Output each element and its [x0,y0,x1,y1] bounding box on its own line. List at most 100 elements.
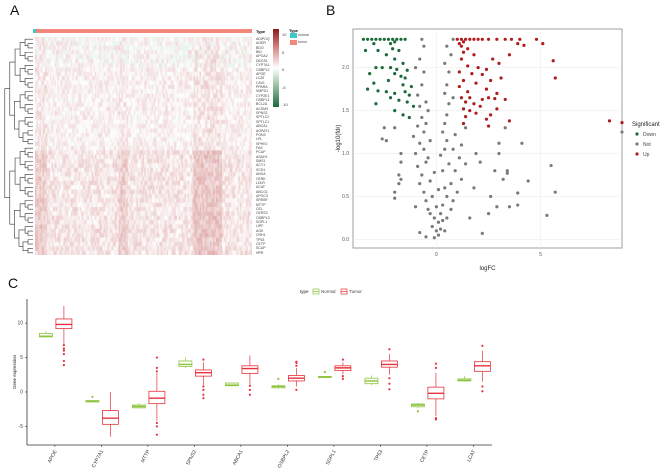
point-up [495,37,499,41]
row-label: ASAH1 [256,154,268,159]
dendrogram-branch [27,230,33,236]
x-tick-label: LCAT [466,449,477,463]
point-up [457,70,461,74]
point-not [422,44,426,48]
dendrogram-branch [19,68,26,82]
point-up [509,37,514,41]
point-not [424,160,428,164]
point-down [386,37,391,41]
point-not [424,100,428,104]
box-outlier [155,366,158,369]
box-outlier [434,362,437,365]
point-down [380,66,384,70]
point-not [428,212,432,216]
point-not [418,57,422,61]
point-not [457,156,461,160]
point-up [507,53,511,57]
box-outlier [62,349,65,352]
point-not [426,108,430,113]
point-not [441,203,445,207]
x-tick-label: CYP7A1 [91,449,105,469]
dendrogram-branch [24,104,33,112]
legend-title: type [300,289,309,294]
point-up [461,40,466,44]
point-not [438,153,443,157]
box-outlier [62,347,65,350]
point-up [495,107,499,111]
dendrogram-branch [9,170,16,225]
row-label: LPL [256,137,263,142]
point-not [516,191,520,195]
x-tick-label: SGPL1 [325,449,338,466]
box-outlier [481,344,484,347]
annotation-normal-bar [33,29,36,33]
row-label: BID [256,50,262,55]
point-not [486,212,491,216]
legend-normal-label: normal [298,33,309,37]
point-not [474,151,478,156]
point-up [466,47,470,51]
point-not [451,96,455,100]
point-up [507,119,511,123]
box-outlier [202,393,205,396]
point-down [361,37,366,41]
point-not [399,151,403,156]
point-down [391,37,395,41]
point-not [393,126,397,130]
color-scale-tick: -5 [282,84,286,90]
color-scale-tick: -10 [282,102,288,107]
point-not [420,83,424,87]
point-not [424,199,428,203]
point-up [459,57,464,61]
point-not [545,213,549,217]
point-up [466,64,470,68]
x-tick-label: APOE [47,449,59,465]
point-up [495,91,499,96]
dendrogram-branch [14,157,21,185]
box-outlier [341,358,344,361]
box-outlier [62,359,65,363]
point-down [393,108,397,113]
point-up [499,76,503,80]
point-not [432,236,436,240]
row-label: ACY1 [256,163,266,168]
dendrogram-branch [27,130,33,136]
point-up [522,43,526,47]
dendrogram-branch [24,78,33,86]
point-not [422,147,426,151]
point-up [553,76,557,80]
point-down [411,104,416,108]
point-not [447,102,451,106]
row-label: CAV1 [256,80,265,85]
point-not [428,139,432,143]
y-tick-label: 10 [17,321,23,327]
row-label: PON3 [256,132,266,137]
point-up [480,97,484,102]
point-not [449,53,453,57]
color-scale-tick: 0 [282,67,285,72]
box-outlier [248,384,251,387]
point-not [516,203,520,207]
box-outlier [91,395,94,398]
point-not [503,126,507,130]
point-down [405,100,409,104]
point-not [443,147,447,151]
point-not [438,212,443,216]
point-down [395,37,399,41]
point-not [447,70,451,74]
dendrogram-branch [24,160,33,169]
y-tick-label: -5 [19,424,24,430]
box-outlier [62,352,65,356]
point-up [466,90,470,94]
legend-title: Significant [632,122,660,128]
annotation-label: Type [256,29,266,34]
point-up [461,121,466,126]
point-not [478,160,482,164]
point-not [420,115,424,120]
point-down [376,89,380,93]
dendrogram-branch [24,51,33,60]
point-not [399,160,403,164]
point-not [430,194,434,199]
dendrogram-branch [27,82,33,88]
x-tick-label: TP53 [373,449,384,463]
